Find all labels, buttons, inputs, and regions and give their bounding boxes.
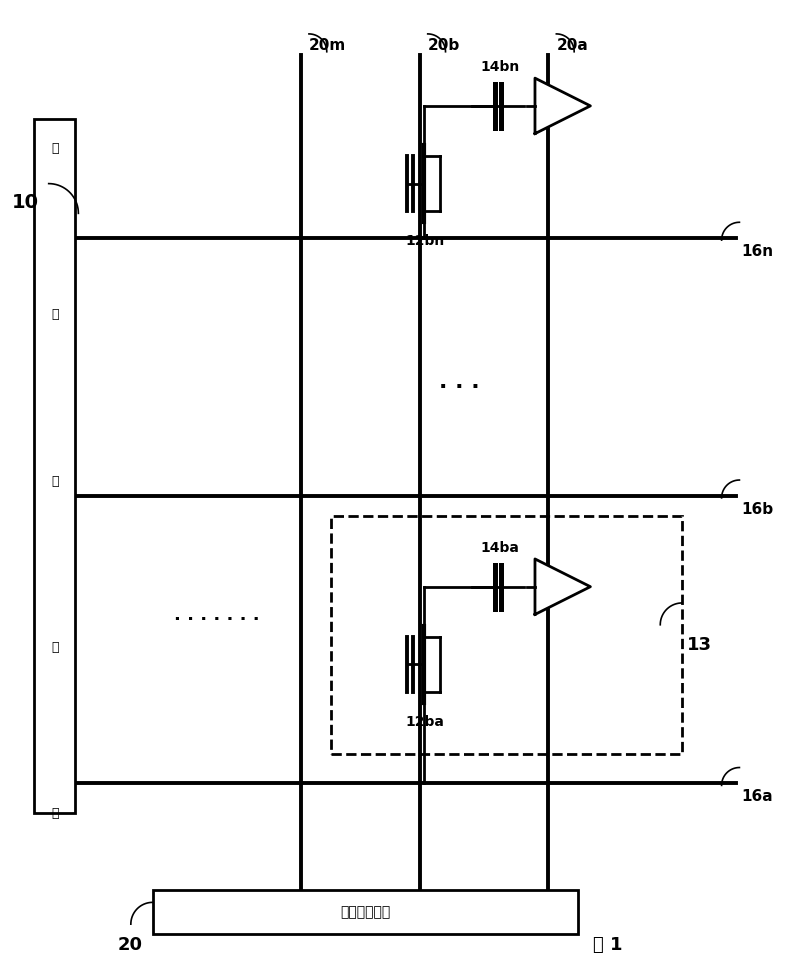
Bar <box>330 516 682 753</box>
Text: 动: 动 <box>51 640 58 654</box>
Text: 14bn: 14bn <box>480 60 519 74</box>
Text: 13: 13 <box>687 636 712 654</box>
Text: 20m: 20m <box>309 38 346 53</box>
Text: 16b: 16b <box>742 501 774 517</box>
Text: 12ba: 12ba <box>405 715 444 729</box>
Text: 12bn: 12bn <box>405 234 444 248</box>
Bar <box>153 891 578 934</box>
Text: 据: 据 <box>51 308 58 322</box>
Bar <box>34 119 75 813</box>
Text: 图 1: 图 1 <box>593 936 622 954</box>
Text: . . .: . . . <box>439 372 480 392</box>
Text: . . . . . . .: . . . . . . . <box>174 606 260 624</box>
Text: 20b: 20b <box>428 38 460 53</box>
Text: 数: 数 <box>51 142 58 156</box>
Text: 14ba: 14ba <box>480 541 519 555</box>
Text: 扫描驱动电路: 扫描驱动电路 <box>340 905 390 920</box>
Text: 10: 10 <box>12 193 39 213</box>
Text: 16n: 16n <box>742 244 774 259</box>
Polygon shape <box>535 559 590 614</box>
Polygon shape <box>535 78 590 133</box>
Text: 20: 20 <box>118 936 143 954</box>
Text: 驱: 驱 <box>51 474 58 488</box>
Text: 器: 器 <box>51 807 58 819</box>
Text: 20a: 20a <box>556 38 588 53</box>
Text: 16a: 16a <box>742 789 773 805</box>
